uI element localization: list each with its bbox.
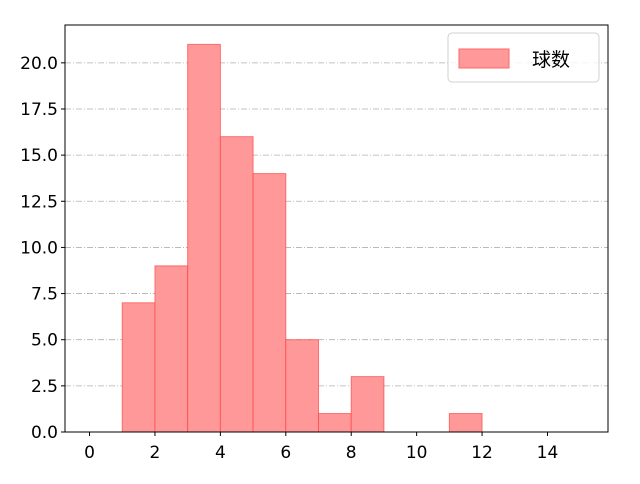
x-tick-label: 6 bbox=[280, 443, 291, 463]
x-tick-label: 8 bbox=[346, 443, 357, 463]
legend-swatch bbox=[458, 48, 510, 69]
x-tick-label: 10 bbox=[406, 443, 428, 463]
histogram-bar bbox=[252, 173, 287, 433]
legend-box bbox=[447, 32, 600, 83]
legend: 球数 bbox=[447, 32, 600, 83]
histogram-bar bbox=[318, 413, 352, 433]
plot-frame bbox=[64, 24, 609, 433]
y-tick-label: 10.0 bbox=[20, 238, 58, 258]
y-tick-label: 7.5 bbox=[31, 285, 58, 305]
bars bbox=[121, 43, 483, 433]
y-tick-label: 0.0 bbox=[31, 423, 58, 443]
y-axis: 0.0 2.5 5.0 7.5 10.0 12.5 15.0 17.5 20.0 bbox=[20, 54, 65, 443]
histogram-bar bbox=[154, 265, 189, 433]
histogram-bar bbox=[121, 302, 156, 433]
y-tick-label: 2.5 bbox=[31, 377, 58, 397]
histogram-bar bbox=[187, 43, 221, 433]
histogram-bar bbox=[219, 136, 254, 433]
y-tick-label: 17.5 bbox=[20, 100, 58, 120]
x-tick-label: 14 bbox=[537, 443, 559, 463]
histogram-bar bbox=[350, 376, 385, 433]
x-tick-label: 4 bbox=[215, 443, 226, 463]
histogram-bar bbox=[448, 413, 483, 433]
y-tick-label: 5.0 bbox=[31, 331, 58, 351]
y-tick-label: 20.0 bbox=[20, 54, 58, 74]
x-tick-label: 12 bbox=[471, 443, 493, 463]
x-tick-label: 0 bbox=[84, 443, 95, 463]
x-axis: 0 2 4 6 8 10 12 14 bbox=[84, 432, 558, 463]
y-tick-label: 12.5 bbox=[20, 192, 58, 212]
histogram-bar bbox=[285, 339, 320, 433]
x-tick-label: 2 bbox=[150, 443, 161, 463]
y-tick-label: 15.0 bbox=[20, 146, 58, 166]
legend-label: 球数 bbox=[532, 49, 570, 71]
